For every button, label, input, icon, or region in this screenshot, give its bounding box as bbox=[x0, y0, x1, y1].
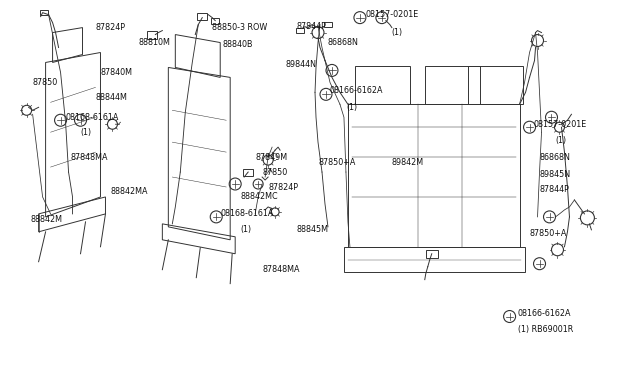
Bar bbox=[355, 67, 410, 104]
Bar bbox=[211, 17, 220, 23]
Text: 87844P: 87844P bbox=[296, 22, 326, 31]
Text: 87850+A: 87850+A bbox=[529, 229, 567, 238]
Text: 89842M: 89842M bbox=[392, 158, 424, 167]
Text: 87850: 87850 bbox=[33, 78, 58, 87]
Bar bbox=[426, 250, 438, 258]
Text: (1): (1) bbox=[556, 136, 566, 145]
Bar bbox=[243, 169, 253, 176]
Bar bbox=[468, 67, 522, 104]
Text: 08168-6161A: 08168-6161A bbox=[220, 209, 273, 218]
Text: 88842M: 88842M bbox=[31, 215, 63, 224]
Text: 08157-0201E: 08157-0201E bbox=[534, 120, 587, 129]
Text: 86868N: 86868N bbox=[540, 153, 570, 161]
Bar bbox=[296, 28, 304, 33]
Text: 88840B: 88840B bbox=[222, 40, 253, 49]
Text: (1): (1) bbox=[240, 225, 252, 234]
Bar bbox=[40, 10, 47, 15]
Text: 08157-0201E: 08157-0201E bbox=[366, 10, 419, 19]
Text: 87848MA: 87848MA bbox=[70, 153, 108, 161]
Text: 88845M: 88845M bbox=[296, 225, 328, 234]
Text: (1): (1) bbox=[392, 28, 403, 37]
Bar bbox=[425, 67, 479, 104]
Bar bbox=[147, 31, 157, 39]
Text: 88844M: 88844M bbox=[95, 93, 127, 102]
Bar bbox=[197, 13, 207, 20]
Text: 89844N: 89844N bbox=[285, 60, 316, 69]
Text: (1): (1) bbox=[346, 103, 357, 112]
Text: (1) RB69001R: (1) RB69001R bbox=[518, 325, 573, 334]
Text: 87840M: 87840M bbox=[100, 68, 132, 77]
Bar bbox=[324, 22, 332, 27]
Text: 08166-6162A: 08166-6162A bbox=[330, 86, 383, 95]
Text: 87824P: 87824P bbox=[268, 183, 298, 192]
Text: 87850: 87850 bbox=[262, 167, 287, 177]
Text: 88810M: 88810M bbox=[138, 38, 170, 47]
Text: 08166-6162A: 08166-6162A bbox=[518, 309, 571, 318]
Text: 86868N: 86868N bbox=[328, 38, 359, 47]
Text: 88850-3 ROW: 88850-3 ROW bbox=[212, 23, 268, 32]
Text: 87849M: 87849M bbox=[255, 153, 287, 161]
Text: (1): (1) bbox=[81, 128, 92, 137]
Text: 08168-6161A: 08168-6161A bbox=[65, 113, 119, 122]
Text: 87844P: 87844P bbox=[540, 186, 570, 195]
Text: 88842MA: 88842MA bbox=[111, 187, 148, 196]
Text: 87824P: 87824P bbox=[95, 23, 125, 32]
Text: 89845N: 89845N bbox=[540, 170, 571, 179]
Text: 87848MA: 87848MA bbox=[262, 265, 300, 274]
Text: 87850+A: 87850+A bbox=[318, 158, 355, 167]
Text: 88842MC: 88842MC bbox=[240, 192, 278, 202]
